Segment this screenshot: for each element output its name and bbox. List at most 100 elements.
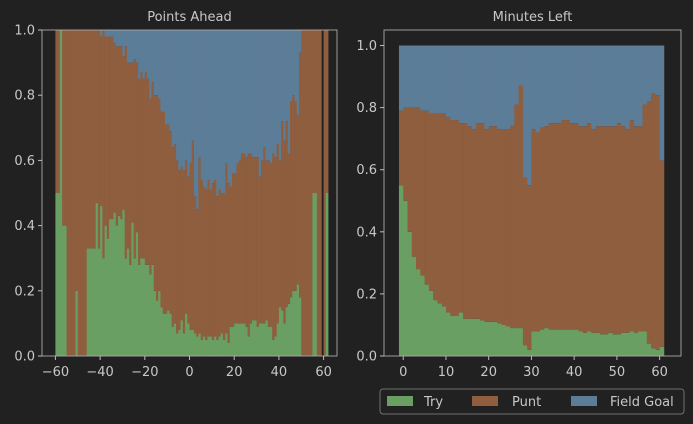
minutes-left-bar-try-34	[548, 329, 554, 356]
minutes-left-title: Minutes Left	[493, 10, 573, 25]
minutes-left-bar-try-22	[497, 323, 502, 356]
points-ahead-bar-punt--37	[106, 36, 110, 239]
minutes-left-bar-fg-14	[463, 45, 468, 124]
points-ahead-bar-try-11	[214, 336, 217, 356]
points-ahead-bar-punt--34	[113, 43, 117, 213]
points-ahead-bar-fg-47	[294, 30, 298, 102]
minutes-left-bar-punt-2	[411, 107, 417, 257]
legend-swatch-punt	[472, 396, 498, 406]
legend-swatch-field-goal	[571, 396, 597, 406]
minutes-left-bars	[398, 45, 665, 356]
points-ahead-bar-try--21	[142, 258, 146, 356]
minutes-left-bar-try-47	[604, 334, 609, 356]
points-ahead-bar-fg-24	[243, 30, 246, 154]
points-ahead-bar-fg-33	[263, 30, 266, 148]
points-ahead-bar-fg--30	[122, 30, 126, 57]
minutes-left-bar-try-28	[522, 345, 528, 356]
points-ahead-bar-punt-9	[209, 189, 213, 337]
points-ahead-bar-punt--49	[79, 30, 83, 356]
minutes-left-ytick-label: 0.4	[356, 225, 377, 240]
points-ahead-bar-punt-35	[267, 160, 271, 327]
minutes-left-bar-fg-54	[633, 45, 639, 127]
minutes-left-bar-punt-23	[501, 129, 507, 325]
points-ahead-bar-punt-12	[216, 196, 219, 340]
minutes-left-bar-punt-44	[591, 129, 596, 333]
minutes-left-bar-fg-42	[582, 45, 588, 127]
minutes-left-bar-punt-37	[561, 120, 566, 330]
minutes-left-bar-fg-37	[561, 45, 566, 121]
minutes-left-bar-fg-30	[531, 45, 537, 130]
points-ahead-bar-punt-33	[263, 147, 266, 324]
points-ahead-bar-punt-7	[205, 189, 208, 340]
points-ahead-bar-try--26	[131, 222, 134, 356]
minutes-left-bar-try-39	[569, 329, 575, 356]
points-ahead-bar-fg--25	[133, 30, 137, 60]
minutes-left-bar-punt-35	[552, 123, 558, 330]
minutes-left-bar-fg-16	[471, 45, 477, 130]
points-ahead-bar-try-0	[189, 329, 193, 356]
points-ahead-bar-fg-36	[269, 30, 273, 164]
points-ahead-bar-try--7	[173, 323, 177, 356]
points-ahead-bar-fg-43	[285, 30, 289, 122]
points-ahead-bar-punt-0	[189, 163, 193, 330]
minutes-left-bar-fg-44	[591, 45, 596, 130]
minutes-left-bar-try-21	[492, 321, 498, 356]
points-ahead-bar-try-30	[256, 326, 260, 356]
points-ahead-bar-punt-48	[296, 114, 300, 285]
points-ahead-bar-fg--10	[167, 30, 170, 125]
minutes-left-bar-try-46	[599, 334, 605, 356]
points-ahead-bar-punt-31	[258, 176, 262, 324]
minutes-left-bar-try-36	[557, 329, 562, 356]
points-ahead-bar-punt-61	[325, 30, 329, 193]
minutes-left-bar-fg-41	[578, 45, 584, 127]
points-ahead-bar-try--35	[111, 219, 114, 356]
points-ahead-bar-try-44	[287, 303, 291, 356]
points-ahead-bar-punt-4	[198, 157, 202, 334]
points-ahead-xtick-label: 20	[226, 365, 243, 380]
minutes-left-bar-punt-60	[659, 160, 665, 347]
points-ahead-bar-punt--6	[176, 160, 179, 334]
points-ahead-bar-fg--3	[182, 30, 186, 171]
minutes-left-bar-punt-51	[621, 126, 626, 333]
points-ahead-bar-try-55	[312, 193, 315, 356]
minutes-left-bar-punt-22	[497, 129, 502, 324]
minutes-left-bar-fg-15	[467, 45, 472, 127]
minutes-left-bar-try-6	[428, 290, 434, 356]
points-ahead-bar-fg--24	[135, 30, 139, 63]
points-ahead-bar-fg-13	[218, 30, 222, 190]
points-ahead-bar-fg-45	[290, 30, 293, 102]
points-ahead-bar-fg-22	[238, 30, 242, 161]
minutes-left-bar-try-45	[595, 332, 601, 356]
points-ahead-bar-punt-38	[274, 157, 277, 337]
minutes-left-bar-punt-33	[544, 126, 549, 329]
points-ahead-bar-try--30	[122, 209, 126, 356]
minutes-left-bar-fg-28	[522, 45, 528, 178]
minutes-left-bar-punt-14	[463, 123, 468, 319]
minutes-left-bar-try-18	[480, 320, 485, 356]
minutes-left-bar-punt-10	[445, 116, 451, 313]
minutes-left-bar-punt-41	[578, 126, 584, 332]
points-ahead-bar-punt--11	[164, 124, 168, 314]
points-ahead-bar-fg--6	[176, 30, 179, 161]
minutes-left-bar-punt-57	[646, 101, 652, 344]
minutes-left-bar-try-20	[488, 321, 494, 356]
points-ahead-bar-punt-16	[225, 163, 228, 334]
minutes-left-bar-try-30	[531, 331, 537, 356]
points-ahead-bar-punt--1	[187, 176, 190, 324]
points-ahead-bar-punt--41	[97, 30, 101, 249]
minutes-left-bar-punt-8	[437, 113, 443, 304]
points-ahead-bar-punt-11	[214, 179, 217, 337]
minutes-left-bar-punt-21	[492, 126, 498, 322]
points-ahead-bar-try--23	[138, 264, 141, 356]
minutes-left-xtick-label: 20	[480, 365, 497, 380]
minutes-left-bar-fg-24	[505, 45, 511, 130]
points-ahead-bar-try-39	[276, 323, 280, 356]
minutes-left-bar-punt-53	[629, 120, 635, 332]
minutes-left-bar-punt-59	[655, 95, 660, 350]
points-ahead-bar-try--42	[95, 202, 99, 356]
points-ahead-bar-fg-17	[227, 30, 231, 184]
points-ahead-bar-punt--14	[158, 98, 161, 291]
points-ahead-bar-punt-25	[245, 157, 248, 327]
minutes-left-bar-try-23	[501, 324, 507, 356]
points-ahead-bar-fg--33	[115, 30, 119, 47]
